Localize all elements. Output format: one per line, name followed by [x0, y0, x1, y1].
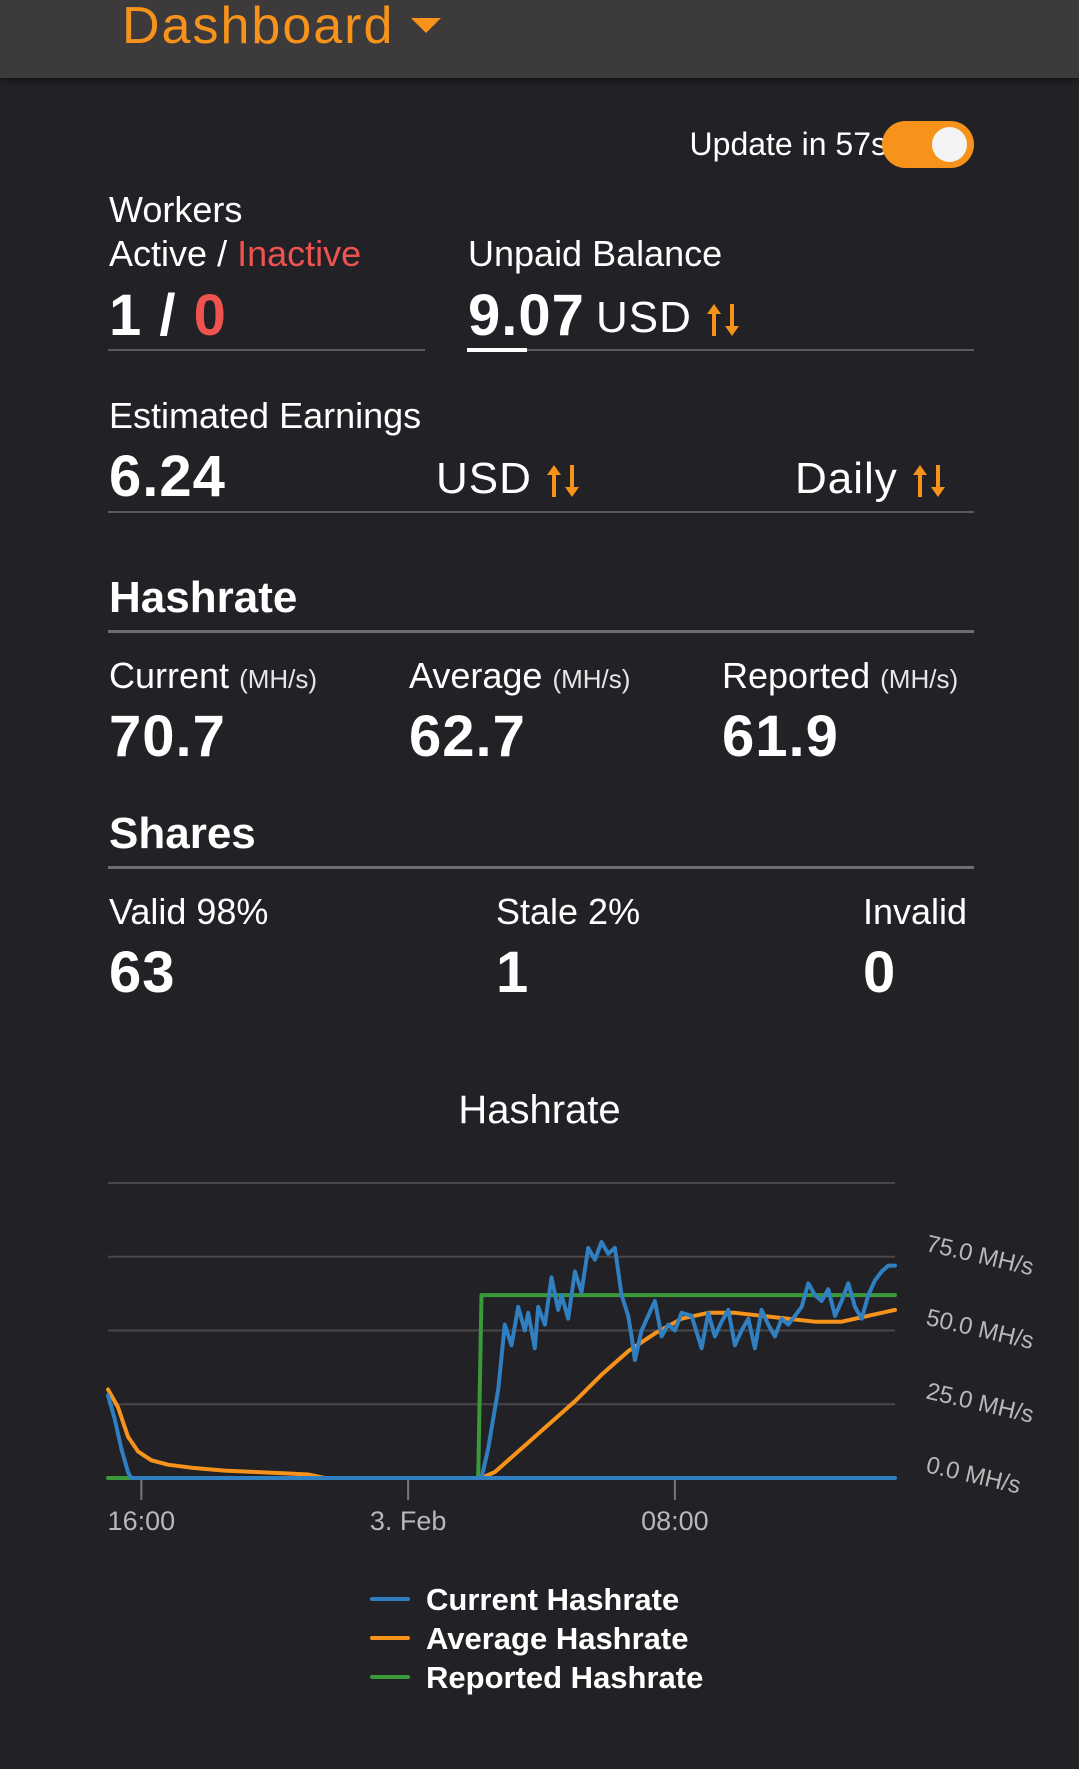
- shares-section-title: Shares: [109, 809, 256, 858]
- current-hashrate-value: 70.7: [109, 704, 226, 769]
- slash: /: [159, 283, 177, 348]
- divider: [108, 349, 425, 351]
- inactive-count: 0: [193, 283, 227, 348]
- y-tick-label: 50.0 MH/s: [924, 1304, 1037, 1355]
- legend-label: Current Hashrate: [426, 1582, 680, 1617]
- active-count: 1: [109, 283, 143, 348]
- earnings-currency: USD: [436, 454, 532, 503]
- active-label: Active: [109, 233, 208, 274]
- chart-title: Hashrate: [458, 1088, 621, 1132]
- balance-underline-highlight: [467, 348, 527, 352]
- auto-update-toggle[interactable]: [882, 121, 974, 168]
- update-countdown-label: Update in 57s: [689, 126, 887, 162]
- unit: (MH/s): [552, 664, 631, 694]
- balance-currency: USD: [596, 293, 692, 342]
- unit: (MH/s): [239, 664, 318, 694]
- divider: [108, 866, 974, 869]
- workers-subtitle: Active / Inactive: [109, 232, 361, 276]
- average-hashrate-label: Average (MH/s): [409, 654, 630, 701]
- current-hashrate-label: Current (MH/s): [109, 654, 317, 701]
- legend-label: Average Hashrate: [426, 1621, 689, 1656]
- earnings-currency-select[interactable]: USD: [436, 453, 581, 505]
- earnings-period: Daily: [795, 454, 898, 503]
- estimated-earnings-value: 6.24: [109, 444, 226, 509]
- earnings-period-select[interactable]: Daily: [795, 453, 947, 505]
- stale-shares-label: Stale 2%: [496, 891, 641, 932]
- reported-hashrate-value: 61.9: [722, 704, 839, 769]
- inactive-label: Inactive: [237, 233, 362, 274]
- series-line-0-segment: [479, 1240, 897, 1480]
- separator: /: [217, 233, 228, 274]
- caret-down-icon[interactable]: [411, 18, 441, 33]
- sort-arrows-icon[interactable]: [545, 461, 581, 501]
- x-tick-label: 16:00: [108, 1506, 176, 1536]
- legend-label: Reported Hashrate: [426, 1660, 704, 1695]
- invalid-shares-value: 0: [863, 940, 897, 1005]
- x-tick-label: 08:00: [641, 1506, 709, 1536]
- x-tick-label: 3. Feb: [370, 1506, 447, 1536]
- dashboard-menu-button[interactable]: Dashboard: [122, 0, 395, 55]
- stale-shares-value: 1: [496, 940, 530, 1005]
- y-tick-label: 75.0 MH/s: [924, 1230, 1037, 1281]
- unit: (MH/s): [880, 664, 959, 694]
- y-tick-label: 0.0 MH/s: [924, 1452, 1024, 1500]
- hashrate-chart[interactable]: 0.0 MH/s 25.0 MH/s 50.0 MH/s 75.0 MH/s 16:00…: [0, 1160, 1079, 1560]
- average-label: Average: [409, 655, 543, 696]
- invalid-shares-label: Invalid: [863, 891, 968, 932]
- legend-swatch: [370, 1675, 410, 1679]
- sort-arrows-icon[interactable]: [911, 461, 947, 501]
- divider: [467, 349, 974, 351]
- divider: [108, 511, 974, 513]
- unpaid-balance-value: 9.07: [468, 283, 585, 348]
- toggle-knob: [932, 127, 967, 162]
- series-line-2: [106, 1293, 897, 1480]
- series-line-0: [106, 1393, 897, 1480]
- workers-title: Workers: [109, 189, 243, 230]
- estimated-earnings-title: Estimated Earnings: [109, 395, 422, 436]
- average-hashrate-value: 62.7: [409, 704, 526, 769]
- workers-value: 1 / 0: [109, 284, 227, 348]
- reported-hashrate-label: Reported (MH/s): [722, 654, 958, 701]
- divider: [108, 630, 974, 633]
- current-label: Current: [109, 655, 230, 696]
- y-tick-label: 25.0 MH/s: [924, 1378, 1037, 1429]
- legend-swatch: [370, 1597, 410, 1601]
- app-header: Dashboard: [0, 0, 1079, 78]
- hashrate-section-title: Hashrate: [109, 573, 298, 622]
- unpaid-balance-title: Unpaid Balance: [468, 233, 723, 274]
- reported-label: Reported: [722, 655, 871, 696]
- balance-currency-select[interactable]: USD: [596, 292, 741, 344]
- legend-swatch: [370, 1636, 410, 1640]
- sort-arrows-icon[interactable]: [705, 300, 741, 340]
- valid-shares-label: Valid 98%: [109, 891, 269, 932]
- valid-shares-value: 63: [109, 940, 176, 1005]
